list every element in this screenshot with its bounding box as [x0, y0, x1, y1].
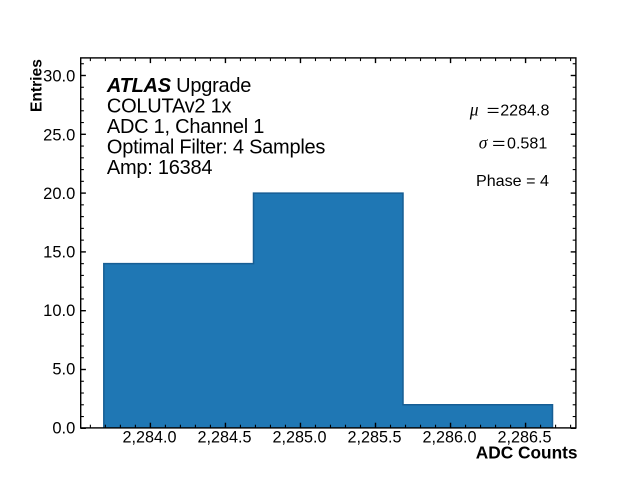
svg-text:Optimal Filter: 4 Samples: Optimal Filter: 4 Samples	[107, 137, 326, 159]
svg-text:0.0: 0.0	[52, 419, 75, 437]
svg-text:2,284.0: 2,284.0	[122, 429, 176, 447]
svg-text:2,286.5: 2,286.5	[497, 429, 551, 447]
svg-text:Phase = 4: Phase = 4	[476, 172, 549, 190]
svg-text:μ=2284.8: μ =2284.8	[469, 99, 550, 119]
svg-text:2,286.0: 2,286.0	[422, 429, 476, 447]
svg-text:25.0: 25.0	[43, 126, 75, 144]
svg-text:5.0: 5.0	[52, 361, 75, 379]
svg-text:30.0: 30.0	[43, 68, 75, 86]
svg-text:10.0: 10.0	[43, 302, 75, 320]
svg-text:15.0: 15.0	[43, 244, 75, 262]
svg-text:20.0: 20.0	[43, 185, 75, 203]
svg-text:2,285.0: 2,285.0	[272, 429, 326, 447]
svg-text:2,285.5: 2,285.5	[347, 429, 401, 447]
svg-text:σ=0.581: σ =0.581	[479, 132, 548, 152]
svg-text:ADC Counts: ADC Counts	[476, 443, 578, 463]
svg-text:Entries: Entries	[28, 59, 45, 112]
svg-text:2,284.5: 2,284.5	[197, 429, 251, 447]
svg-text:ATLAS Upgrade: ATLAS Upgrade	[106, 75, 251, 97]
svg-text:COLUTAv2 1x: COLUTAv2 1x	[107, 96, 232, 118]
svg-text:ADC 1, Channel 1: ADC 1, Channel 1	[107, 116, 264, 138]
svg-text:Amp: 16384: Amp: 16384	[107, 157, 212, 179]
